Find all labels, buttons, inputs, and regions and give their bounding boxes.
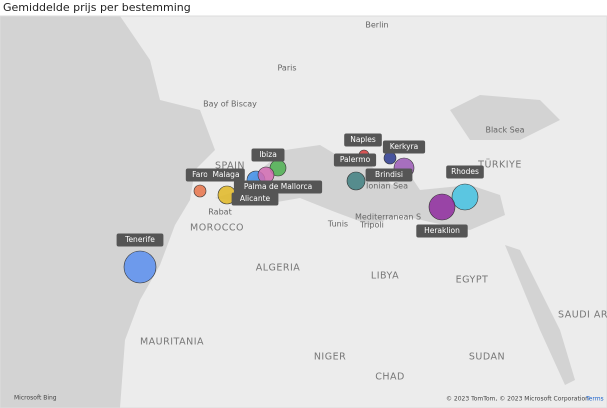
- destination-label: Tenerife: [124, 235, 155, 244]
- destination-label: Alicante: [240, 194, 271, 203]
- destination-bubble[interactable]: [346, 171, 366, 191]
- bing-logo: Microsoft Bing: [14, 395, 57, 402]
- visual-title: Gemiddelde prijs per bestemming: [3, 1, 191, 14]
- country-label: SAUDI AR: [558, 310, 607, 321]
- country-label: SPAIN: [215, 161, 245, 172]
- destination-label-box: [185, 168, 215, 182]
- destination-label-box: [365, 168, 413, 182]
- copyright: © 2023 TomTom, © 2023 Microsoft Corporat…: [446, 396, 589, 403]
- sea-label: Black Sea: [485, 126, 524, 135]
- destination-label-box: [233, 180, 323, 194]
- country-label: CHAD: [375, 372, 405, 383]
- country-label: ALGERIA: [256, 263, 301, 274]
- city-label: Paris: [277, 64, 296, 73]
- destination-label-box: [231, 192, 279, 206]
- country-label: MOROCCO: [190, 223, 244, 234]
- destination-label: Rhodes: [451, 167, 479, 176]
- destination-label: Faro: [192, 170, 208, 179]
- sea-label: Mediterranean S: [355, 213, 421, 222]
- destination-label: Brindisi: [375, 170, 403, 179]
- country-label: MAURITANIA: [140, 337, 204, 348]
- destination-label: Palma de Mallorca: [244, 182, 312, 191]
- sea-label: Bay of Biscay: [203, 100, 257, 109]
- destination-label-box: [251, 148, 285, 162]
- destination-label-box: [333, 153, 377, 167]
- sea-label: Ionian Sea: [366, 182, 408, 191]
- destination-label: Ibiza: [259, 150, 277, 159]
- destination-label: Malaga: [212, 170, 239, 179]
- destination-bubble[interactable]: [383, 151, 397, 165]
- destination-label: Palermo: [340, 155, 371, 164]
- destination-bubble[interactable]: [193, 184, 207, 198]
- city-label: Tripoli: [359, 221, 384, 230]
- destination-label: Heraklion: [424, 226, 460, 235]
- country-label: NIGER: [314, 352, 346, 363]
- destination-label: Kerkyra: [390, 142, 418, 151]
- destination-label-box: [116, 233, 164, 247]
- city-label: Rabat: [208, 208, 231, 217]
- country-label: TÜRKIYE: [477, 160, 522, 171]
- country-label: LIBYA: [371, 271, 399, 282]
- destination-label: Naples: [350, 135, 376, 144]
- destination-label-box: [446, 165, 484, 179]
- city-label: Tunis: [327, 220, 348, 229]
- destination-label-box: [382, 140, 426, 154]
- destination-label-box: [416, 224, 468, 238]
- city-label: Berlin: [365, 21, 388, 30]
- country-label: EGYPT: [456, 275, 489, 286]
- destination-bubble[interactable]: [451, 183, 479, 211]
- destination-bubble[interactable]: [123, 250, 157, 284]
- terms-link[interactable]: Terms: [585, 396, 604, 403]
- basemap: [0, 15, 607, 408]
- country-label: SUDAN: [469, 352, 505, 363]
- destination-label-box: [344, 133, 382, 147]
- destination-label-box: [207, 168, 245, 182]
- destination-bubble[interactable]: [428, 193, 456, 221]
